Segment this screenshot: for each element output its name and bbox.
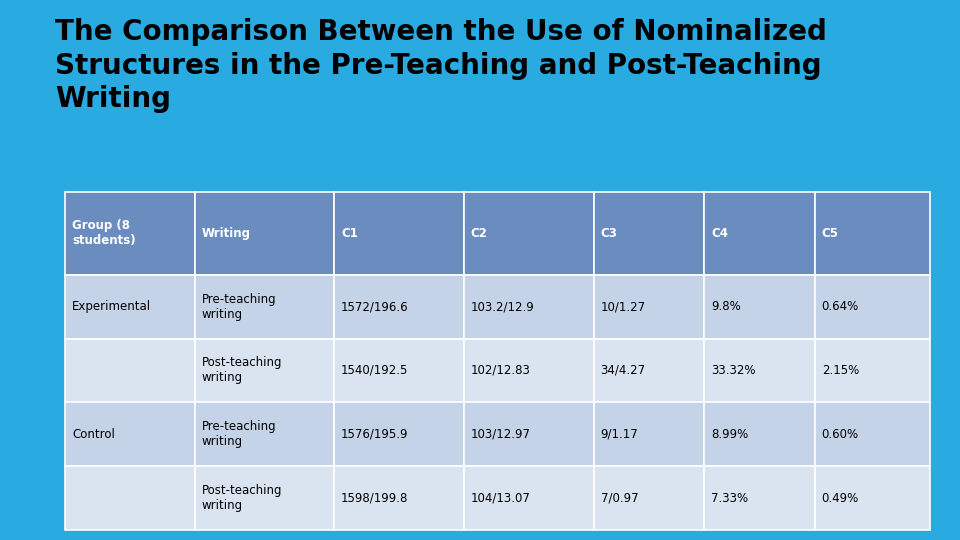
Bar <box>195 466 334 530</box>
Bar <box>704 192 815 275</box>
Bar <box>334 192 464 275</box>
Text: 1598/199.8: 1598/199.8 <box>341 491 409 504</box>
Bar <box>815 192 930 275</box>
Bar <box>704 339 815 402</box>
Text: Control: Control <box>72 428 115 441</box>
Text: Pre-teaching
writing: Pre-teaching writing <box>202 293 276 321</box>
Text: 104/13.07: 104/13.07 <box>470 491 531 504</box>
Text: 102/12.83: 102/12.83 <box>470 364 531 377</box>
Text: 10/1.27: 10/1.27 <box>601 300 646 313</box>
Text: 8.99%: 8.99% <box>711 428 749 441</box>
Bar <box>815 339 930 402</box>
Text: 34/4.27: 34/4.27 <box>601 364 646 377</box>
Text: 1576/195.9: 1576/195.9 <box>341 428 409 441</box>
Text: 7.33%: 7.33% <box>711 491 748 504</box>
Text: C2: C2 <box>470 227 488 240</box>
Bar <box>593 402 704 466</box>
Text: C5: C5 <box>822 227 839 240</box>
Bar <box>334 466 464 530</box>
Bar <box>704 275 815 339</box>
Bar <box>593 339 704 402</box>
Text: 0.64%: 0.64% <box>822 300 859 313</box>
Text: C4: C4 <box>711 227 728 240</box>
Bar <box>815 275 930 339</box>
Text: The Comparison Between the Use of Nominalized
Structures in the Pre-Teaching and: The Comparison Between the Use of Nomina… <box>55 18 827 113</box>
Text: Group (8
students): Group (8 students) <box>72 219 135 247</box>
Bar <box>593 192 704 275</box>
Bar <box>334 402 464 466</box>
Text: 0.60%: 0.60% <box>822 428 859 441</box>
Text: 2.15%: 2.15% <box>822 364 859 377</box>
Bar <box>65 275 195 339</box>
Bar <box>593 466 704 530</box>
Bar <box>464 339 593 402</box>
Text: 9.8%: 9.8% <box>711 300 741 313</box>
Text: Experimental: Experimental <box>72 300 151 313</box>
Text: Pre-teaching
writing: Pre-teaching writing <box>202 420 276 448</box>
Text: Post-teaching
writing: Post-teaching writing <box>202 356 282 384</box>
Text: 103/12.97: 103/12.97 <box>470 428 531 441</box>
Bar <box>195 402 334 466</box>
Text: 33.32%: 33.32% <box>711 364 756 377</box>
Bar <box>704 466 815 530</box>
Bar <box>65 339 195 402</box>
Text: C3: C3 <box>601 227 617 240</box>
Bar <box>815 466 930 530</box>
Bar <box>334 339 464 402</box>
Text: 0.49%: 0.49% <box>822 491 859 504</box>
Bar <box>65 192 195 275</box>
Text: Writing: Writing <box>202 227 251 240</box>
Bar <box>464 192 593 275</box>
Bar <box>65 402 195 466</box>
Bar <box>195 339 334 402</box>
Bar <box>464 402 593 466</box>
Bar <box>464 275 593 339</box>
Bar <box>65 466 195 530</box>
Text: 9/1.17: 9/1.17 <box>601 428 638 441</box>
Text: 103.2/12.9: 103.2/12.9 <box>470 300 535 313</box>
Text: C1: C1 <box>341 227 358 240</box>
Bar <box>195 192 334 275</box>
Bar <box>593 275 704 339</box>
Text: 7/0.97: 7/0.97 <box>601 491 638 504</box>
Text: Post-teaching
writing: Post-teaching writing <box>202 484 282 512</box>
Text: 1572/196.6: 1572/196.6 <box>341 300 409 313</box>
Text: 1540/192.5: 1540/192.5 <box>341 364 409 377</box>
Bar <box>334 275 464 339</box>
Bar <box>195 275 334 339</box>
Bar <box>704 402 815 466</box>
Bar <box>464 466 593 530</box>
Bar <box>815 402 930 466</box>
